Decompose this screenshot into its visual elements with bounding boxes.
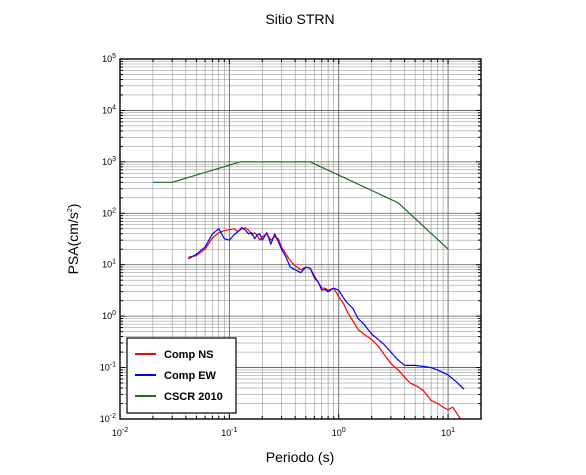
legend-items: Comp NS Comp EW CSCR 2010	[135, 349, 223, 403]
x-tick-labels: 10-2 10-1 100 101	[112, 427, 455, 438]
y-axis-label-sup: 2	[67, 208, 74, 212]
x-axis-label: Periodo (s)	[266, 449, 334, 465]
y-tick-label: 103	[102, 156, 116, 167]
plot-frame	[119, 58, 482, 420]
y-axis-label-tail: )	[65, 204, 81, 209]
series-layer	[152, 161, 465, 420]
x-tick-label: 10-2	[112, 427, 128, 438]
y-axis-label: PSA(cm/s2)	[65, 204, 81, 275]
y-tick-label: 101	[102, 259, 116, 270]
y-tick-labels: 10-2 10-1 100 101 102 103 104 105	[100, 53, 116, 424]
x-tick-label: 10-1	[221, 427, 237, 438]
legend-label-0: Comp NS	[164, 349, 214, 361]
y-tick-label: 104	[102, 104, 116, 115]
x-tick-label: 100	[332, 427, 346, 438]
series-line-2	[152, 161, 449, 250]
y-axis-label-base: PSA(cm/s	[65, 212, 81, 274]
legend: Comp NS Comp EW CSCR 2010	[126, 337, 237, 414]
series-line-1	[187, 226, 465, 390]
y-tick-label: 10-2	[100, 413, 116, 424]
legend-label-1: Comp EW	[164, 370, 217, 382]
y-tick-label: 102	[102, 207, 116, 218]
y-tick-label: 105	[102, 53, 116, 64]
tick-layer	[119, 58, 482, 420]
y-tick-label: 10-1	[100, 362, 116, 373]
legend-label-2: CSCR 2010	[164, 391, 223, 403]
x-tick-label: 101	[441, 427, 455, 438]
chart-title: Sitio STRN	[265, 11, 334, 27]
y-tick-label: 100	[102, 310, 116, 321]
